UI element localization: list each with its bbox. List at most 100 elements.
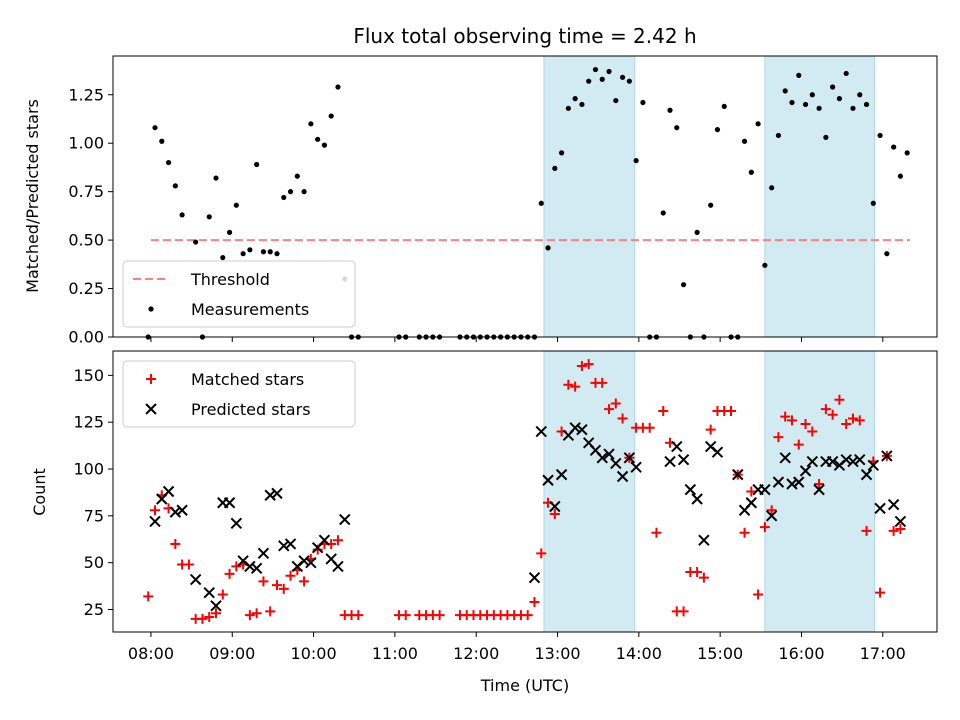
matched-star-point xyxy=(746,486,757,497)
x-tick-label: 14:00 xyxy=(616,644,662,663)
matched-star-point xyxy=(726,405,736,416)
measurement-point xyxy=(775,132,782,139)
y-tick-label: 25 xyxy=(84,600,104,619)
legend-box xyxy=(122,260,356,328)
measurement-point xyxy=(233,202,239,208)
measurement-point xyxy=(193,239,199,245)
measurement-point xyxy=(836,96,843,102)
matched-star-point xyxy=(651,527,662,538)
x-tick-label: 08:00 xyxy=(128,644,174,663)
y-tick-label: 0.25 xyxy=(68,279,104,298)
matched-star-point xyxy=(143,591,154,602)
measurement-point xyxy=(592,66,599,73)
matched-star-point xyxy=(400,610,411,621)
measurement-point xyxy=(579,101,585,108)
predicted-star-point xyxy=(623,452,636,464)
y-tick-label: 150 xyxy=(73,366,104,385)
measurement-point xyxy=(301,189,307,195)
measurement-point xyxy=(762,262,768,268)
predicted-star-point xyxy=(793,476,805,488)
y-tick-label: 50 xyxy=(84,553,104,572)
x-tick-label: 09:00 xyxy=(209,644,255,663)
predicted-star-point xyxy=(318,534,331,546)
matched-star-point xyxy=(854,415,865,426)
predicted-star-point xyxy=(854,453,866,466)
measurement-point xyxy=(802,101,809,108)
measurement-point xyxy=(823,134,829,140)
predicted-star-point xyxy=(278,540,290,552)
measurement-point xyxy=(260,249,267,255)
predicted-star-point xyxy=(244,560,256,573)
x-tick-label: 11:00 xyxy=(372,644,418,663)
measurement-point xyxy=(721,103,727,109)
matched-star-point xyxy=(549,508,560,519)
matched-star-point xyxy=(570,381,581,392)
matched-star-point xyxy=(251,608,262,619)
x-tick-label: 10:00 xyxy=(291,644,337,663)
measurement-point xyxy=(315,136,321,142)
matched-star-point xyxy=(861,525,872,536)
predicted-star-point xyxy=(549,500,561,513)
measurement-point xyxy=(667,107,673,113)
matched-star-point xyxy=(759,522,770,533)
legend-handle-measurements xyxy=(148,306,154,312)
predicted-star-point xyxy=(881,450,893,462)
measurement-point xyxy=(599,76,605,82)
y-tick-label: 0.50 xyxy=(68,231,104,250)
matched-star-point xyxy=(332,535,343,546)
predicted-star-point xyxy=(684,483,697,496)
measurement-point xyxy=(619,74,626,80)
predicted-star-point xyxy=(806,455,819,468)
measurement-point xyxy=(172,183,178,189)
measurement-point xyxy=(308,121,314,127)
predicted-star-point xyxy=(759,483,771,496)
predicted-star-point xyxy=(826,455,839,468)
predicted-star-point xyxy=(840,453,852,466)
predicted-star-point xyxy=(799,465,812,477)
measurement-point xyxy=(206,214,212,220)
predicted-star-point xyxy=(813,483,825,496)
measurement-point xyxy=(335,84,341,90)
matched-star-point xyxy=(183,559,194,570)
measurement-point xyxy=(816,105,822,111)
predicted-star-point xyxy=(603,448,615,460)
legend-label: Measurements xyxy=(191,300,309,319)
matched-star-point xyxy=(644,422,655,433)
measurement-point xyxy=(789,99,795,106)
measurement-point xyxy=(694,229,700,235)
measurement-point xyxy=(552,165,558,171)
matched-star-point xyxy=(204,612,215,623)
measurement-point xyxy=(586,78,592,84)
matched-star-point xyxy=(875,587,886,598)
measurement-point xyxy=(850,105,856,111)
measurement-point xyxy=(708,202,714,208)
measurement-point xyxy=(606,68,612,75)
y-tick-label: 75 xyxy=(84,506,104,525)
matched-star-point xyxy=(271,580,282,591)
matched-star-point xyxy=(786,415,797,426)
predicted-star-point xyxy=(339,513,351,526)
legend-box xyxy=(122,360,356,428)
matched-star-point xyxy=(353,610,364,621)
measurement-point xyxy=(159,138,165,144)
predicted-star-point xyxy=(257,547,270,560)
measurement-point xyxy=(538,200,544,206)
predicted-star-point xyxy=(664,455,676,468)
y-tick-label: 1.00 xyxy=(68,134,104,153)
legend-label: Matched stars xyxy=(191,370,304,389)
predicted-star-point xyxy=(691,493,703,505)
measurement-point xyxy=(565,105,571,111)
matched-star-point xyxy=(793,439,804,450)
matched-star-point xyxy=(807,426,818,437)
matched-star-point xyxy=(583,359,594,370)
legend-handle-predicted xyxy=(145,403,157,415)
measurement-point xyxy=(294,173,300,179)
predicted-star-point xyxy=(847,455,859,468)
predicted-star-point xyxy=(176,504,188,516)
predicted-star-point xyxy=(772,476,785,488)
x-tick-label: 17:00 xyxy=(860,644,906,663)
predicted-star-point xyxy=(711,446,724,458)
measurement-point xyxy=(891,144,897,150)
matched-star-point xyxy=(529,597,540,608)
measurement-point xyxy=(809,92,815,98)
